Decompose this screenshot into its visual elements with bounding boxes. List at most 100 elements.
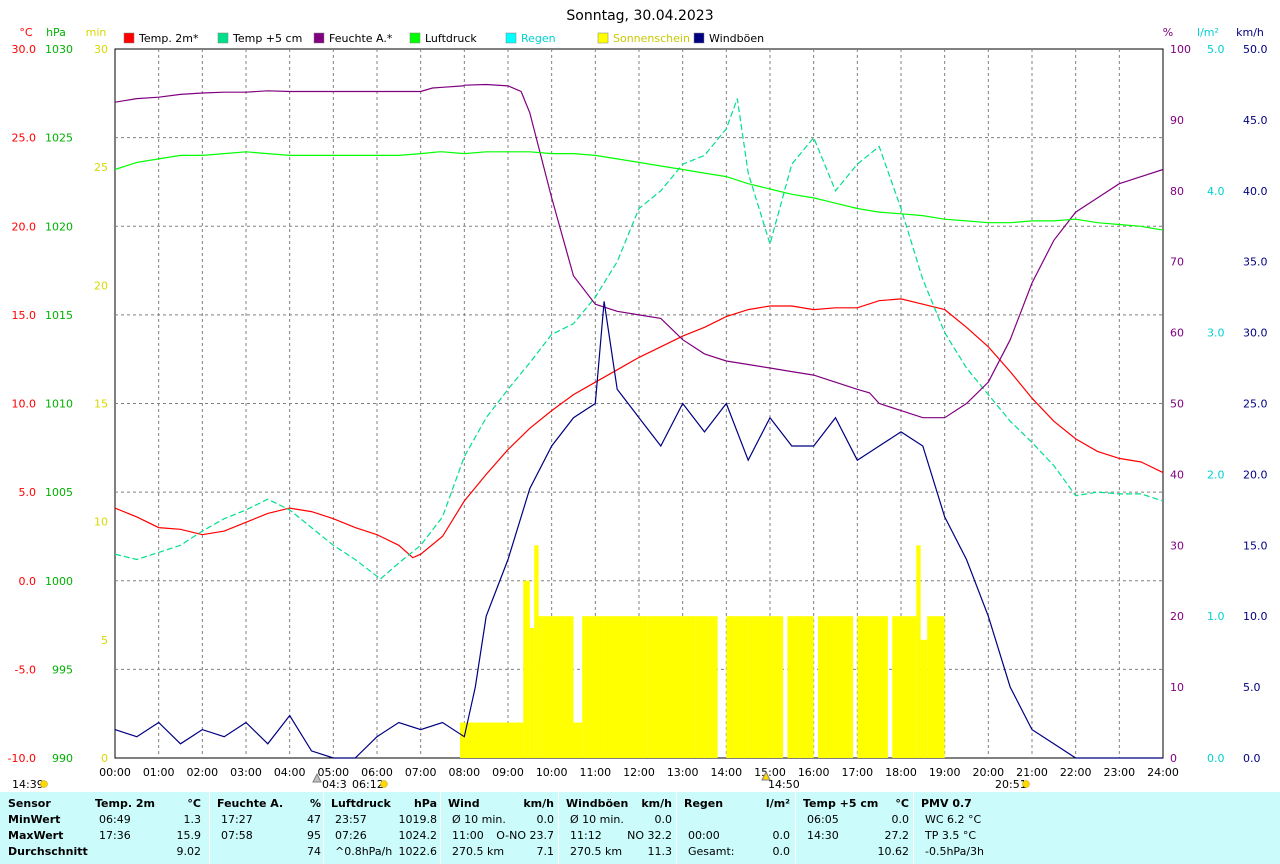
stats-column-separator — [676, 792, 677, 864]
y-tick-humidity: 0 — [1170, 752, 1177, 765]
stats-value-label: 00:00 — [688, 829, 720, 842]
stats-column-separator — [795, 792, 796, 864]
y-tick-pressure: 1010 — [45, 398, 73, 411]
stats-column-unit: hPa — [413, 797, 437, 810]
stats-value-label: 270.5 km — [570, 845, 623, 858]
x-tick-label: 03:00 — [230, 766, 262, 779]
stats-row-label: MinWert — [8, 813, 61, 826]
y-tick-sunshine: 0 — [101, 752, 108, 765]
sunshine-bar — [726, 616, 749, 758]
y-tick-humidity: 40 — [1170, 468, 1184, 481]
stats-value: 27.2 — [884, 829, 910, 842]
sunshine-bar — [748, 616, 784, 758]
weather-chart: 30.025.020.015.010.05.00.0-5.0-10.0°C103… — [8, 8, 1268, 791]
sunshine-bar — [604, 616, 648, 758]
y-tick-temp: 25.0 — [12, 132, 37, 145]
x-tick-label: 10:00 — [536, 766, 568, 779]
legend-swatch — [505, 32, 517, 44]
sunshine-bar — [573, 722, 583, 758]
y-tick-pressure: 1025 — [45, 132, 73, 145]
x-tick-label: 06:00 — [361, 766, 393, 779]
sun-marker-icon — [1022, 780, 1030, 788]
stats-value-label: 07:58 — [221, 829, 253, 842]
legend-swatch — [123, 32, 135, 44]
stats-row-label: Sensor — [8, 797, 51, 810]
sunshine-bar — [916, 545, 921, 758]
stats-column-separator — [913, 792, 914, 864]
stats-column-header: Wind — [448, 797, 480, 810]
legend-label: Windböen — [709, 32, 764, 45]
y-tick-humidity: 70 — [1170, 256, 1184, 269]
sunshine-bar — [892, 616, 917, 758]
stats-value-label: 23:57 — [335, 813, 367, 826]
stats-value: 1022.6 — [398, 845, 438, 858]
stats-value-label: 06:49 — [99, 813, 131, 826]
x-tick-label: 24:00 — [1147, 766, 1179, 779]
stats-value: 0.0 — [536, 813, 555, 826]
y-tick-humidity: 80 — [1170, 185, 1184, 198]
y-tick-temp: 15.0 — [12, 309, 37, 322]
stats-column-unit: °C — [895, 797, 909, 810]
stats-value-label: TP 3.5 °C — [925, 829, 977, 842]
time-marker: 20:51 — [995, 778, 1027, 791]
y-tick-temp: 0.0 — [19, 575, 37, 588]
stats-value-label: 270.5 km — [452, 845, 505, 858]
x-tick-label: 04:00 — [274, 766, 306, 779]
y-tick-pressure: 995 — [52, 663, 73, 676]
sun-marker-icon — [40, 780, 48, 788]
y-tick-rain: 0.0 — [1207, 752, 1225, 765]
legend-swatch — [217, 32, 229, 44]
stats-value-label: WC 6.2 °C — [925, 813, 982, 826]
legend-label: Regen — [521, 32, 556, 45]
series-line-feuchte-a — [114, 83, 1164, 419]
y-tick-temp: 5.0 — [19, 486, 37, 499]
legend-swatch — [409, 32, 421, 44]
stats-value-label: 11:00 — [452, 829, 484, 842]
stats-column-unit: km/h — [641, 797, 672, 810]
y-tick-humidity: 90 — [1170, 114, 1184, 127]
y-tick-wind: 15.0 — [1243, 539, 1268, 552]
stats-value-label: 17:27 — [221, 813, 253, 826]
stats-value-label: 11:12 — [570, 829, 602, 842]
sunshine-bar — [920, 639, 928, 758]
y-tick-wind: 40.0 — [1243, 185, 1268, 198]
y-tick-temp: 30.0 — [12, 43, 37, 56]
sunshine-bar — [459, 722, 524, 758]
legend-label: Temp +5 cm — [232, 32, 302, 45]
stats-value-label: Ø 10 min. — [570, 813, 624, 826]
x-tick-label: 18:00 — [885, 766, 917, 779]
x-tick-label: 00:00 — [99, 766, 131, 779]
y-tick-pressure: 1005 — [45, 486, 73, 499]
axis-unit-pressure: hPa — [46, 26, 66, 39]
pressure-marker-icon — [312, 772, 322, 783]
time-marker: 14:39 — [12, 778, 44, 791]
y-tick-pressure: 990 — [52, 752, 73, 765]
stats-value: 9.02 — [176, 845, 202, 858]
y-tick-temp: 20.0 — [12, 220, 37, 233]
stats-column-header: PMV 0.7 — [921, 797, 972, 810]
x-tick-label: 14:00 — [710, 766, 742, 779]
wind-marker-icon — [761, 770, 771, 781]
x-tick-label: 01:00 — [143, 766, 175, 779]
stats-value: 74 — [307, 845, 321, 858]
y-tick-sunshine: 20 — [94, 279, 108, 292]
sunshine-bar — [787, 616, 814, 758]
axis-unit-wind: km/h — [1236, 26, 1264, 39]
axis-unit-temp: °C — [19, 26, 33, 39]
y-tick-sunshine: 25 — [94, 161, 108, 174]
y-tick-wind: 0.0 — [1243, 752, 1261, 765]
x-tick-label: 11:00 — [579, 766, 611, 779]
legend-swatch — [693, 32, 705, 44]
stats-value: O-NO 23.7 — [496, 829, 554, 842]
sunshine-bar — [523, 580, 530, 758]
stats-column-header: Luftdruck — [331, 797, 391, 810]
series-line-luftdruck — [114, 151, 1163, 231]
y-tick-pressure: 1020 — [45, 220, 73, 233]
time-marker: 14:50 — [768, 778, 800, 791]
legend: Temp. 2m* Temp +5 cm Feuchte A.* Luftdruck R… — [123, 32, 764, 45]
y-tick-humidity: 20 — [1170, 610, 1184, 623]
stats-column-separator — [558, 792, 559, 864]
legend-label: Temp. 2m* — [138, 32, 199, 45]
x-tick-label: 13:00 — [667, 766, 699, 779]
y-tick-rain: 1.0 — [1207, 610, 1225, 623]
